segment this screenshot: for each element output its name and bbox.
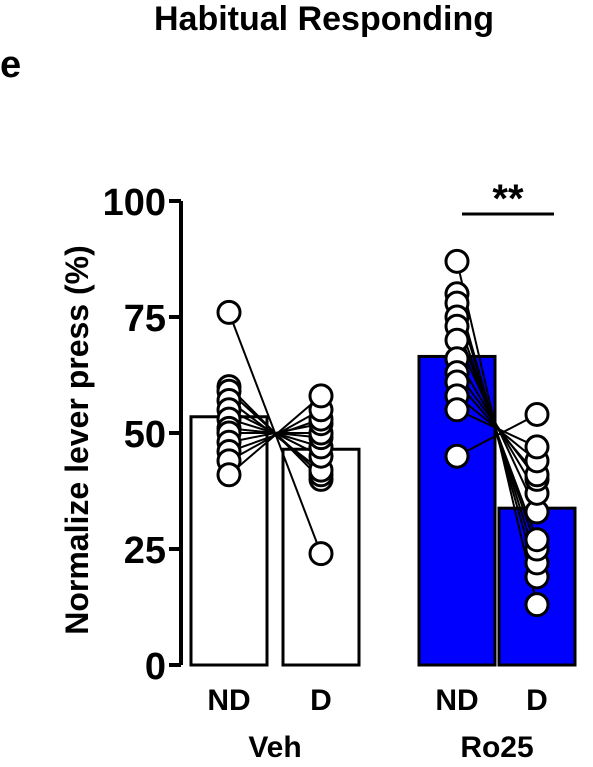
- x-category-label: D: [310, 684, 332, 717]
- x-category-label: ND: [435, 684, 478, 717]
- y-axis: 0 25 50 75 100: [103, 182, 183, 688]
- y-tick-label: 75: [124, 298, 166, 340]
- y-axis-label: Normalize lever press (%): [59, 245, 95, 635]
- data-point-veh-nd: [216, 462, 242, 488]
- paired-lines-layer: [228, 261, 538, 605]
- x-category-label: D: [526, 684, 548, 717]
- data-point-veh-nd: [216, 299, 242, 325]
- significance-label: **: [492, 177, 524, 221]
- data-point-veh-d: [308, 383, 334, 409]
- paired-line-veh: [228, 422, 322, 444]
- data-point-ro25-nd: [444, 443, 470, 469]
- x-category-label: ND: [207, 684, 250, 717]
- x-group-label-veh: Veh: [248, 731, 301, 764]
- x-axis-labels: ND D ND D Veh Ro25: [207, 684, 548, 764]
- paired-line-ro25: [456, 408, 538, 448]
- points-layer: [216, 248, 550, 618]
- paired-line-veh: [228, 395, 322, 476]
- paired-line-ro25: [456, 372, 538, 480]
- paired-line-ro25: [456, 325, 538, 541]
- figure-title: Habitual Responding: [154, 0, 494, 38]
- data-point-ro25-nd: [444, 248, 470, 274]
- significance-layer: **: [462, 177, 554, 221]
- data-point-ro25-d: [524, 401, 550, 427]
- y-tick-label: 25: [124, 530, 166, 572]
- data-point-veh-d: [308, 541, 334, 567]
- paired-line-ro25: [456, 413, 538, 458]
- y-tick-label: 50: [124, 414, 166, 456]
- panel-letter: e: [0, 44, 22, 86]
- y-tick-label: 100: [103, 182, 166, 224]
- data-point-ro25-d: [524, 527, 550, 553]
- data-point-ro25-d: [524, 592, 550, 618]
- x-group-label-ro25: Ro25: [460, 731, 533, 764]
- y-tick-label: 0: [145, 646, 166, 688]
- data-point-ro25-nd: [444, 397, 470, 423]
- data-point-ro25-d: [524, 434, 550, 460]
